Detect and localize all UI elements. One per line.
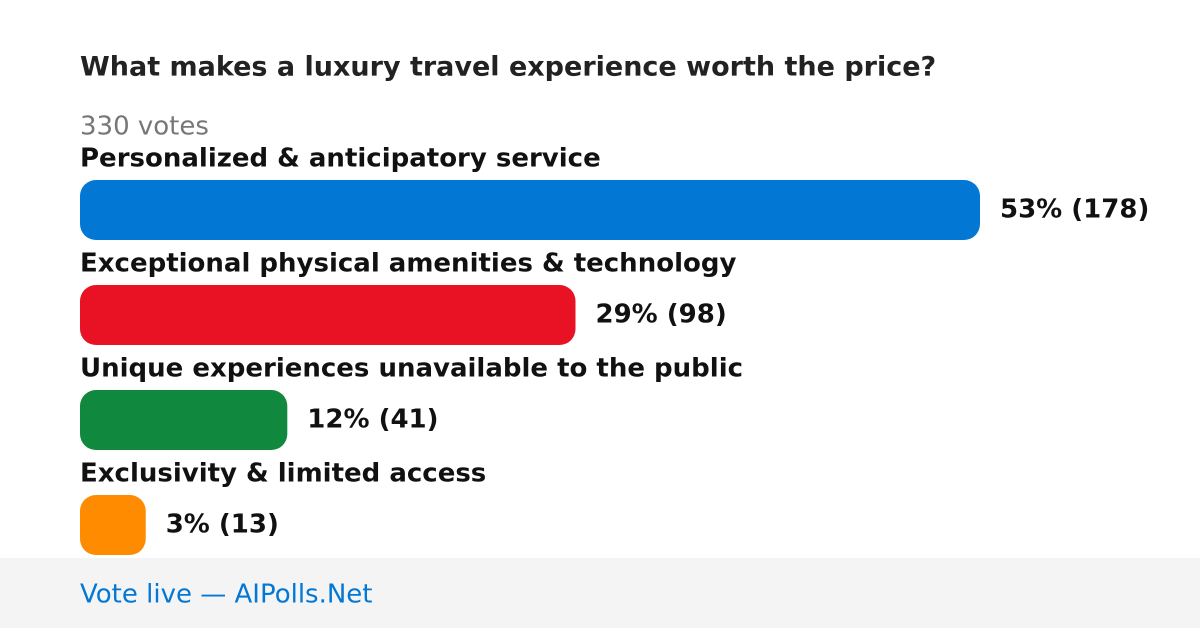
- footer-link[interactable]: Vote live — AIPolls.Net: [80, 580, 373, 610]
- footer-band: [0, 558, 1200, 628]
- bar: [80, 390, 288, 450]
- option-label: Exceptional physical amenities & technol…: [80, 249, 736, 279]
- value-label: 53% (178): [1000, 195, 1149, 225]
- vote-count: 330 votes: [80, 112, 209, 142]
- value-label: 29% (98): [596, 300, 727, 330]
- poll-title: What makes a luxury travel experience wo…: [80, 52, 936, 83]
- option-label: Personalized & anticipatory service: [80, 144, 601, 174]
- value-label: 12% (41): [307, 405, 438, 435]
- option-label: Unique experiences unavailable to the pu…: [80, 354, 743, 384]
- bar: [80, 285, 576, 345]
- bar: [80, 495, 146, 555]
- option-label: Exclusivity & limited access: [80, 459, 486, 489]
- bar: [80, 180, 980, 240]
- value-label: 3% (13): [166, 510, 279, 540]
